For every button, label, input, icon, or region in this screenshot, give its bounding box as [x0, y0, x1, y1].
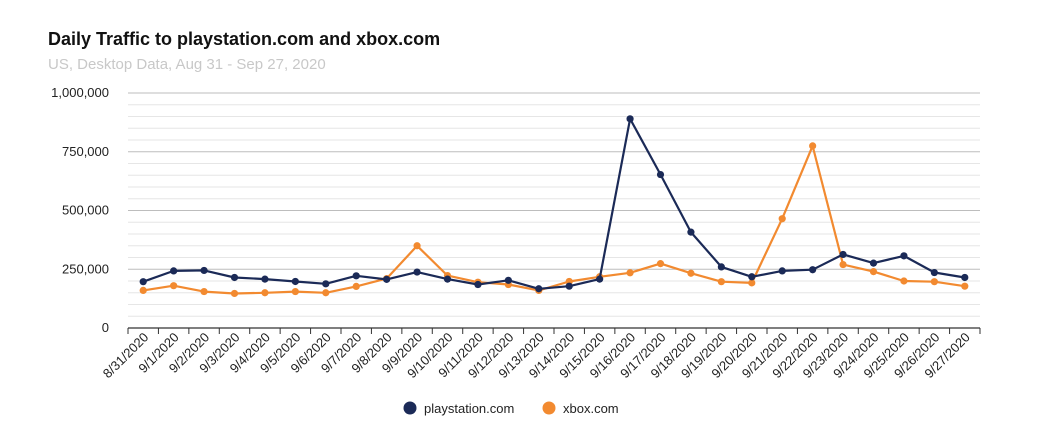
data-point-playstation-com — [687, 228, 695, 236]
data-point-playstation-com — [900, 252, 908, 260]
series-playstation-com — [139, 115, 969, 293]
data-point-playstation-com — [565, 282, 573, 290]
data-point-playstation-com — [748, 273, 756, 281]
series-line-xbox-com — [143, 144, 965, 295]
data-point-playstation-com — [170, 267, 178, 275]
chart-title: Daily Traffic to playstation.com and xbo… — [48, 29, 441, 49]
data-point-xbox-com — [322, 289, 330, 297]
data-point-xbox-com — [778, 215, 786, 223]
legend: playstation.com xbox.com — [403, 401, 619, 416]
legend-marker-xbox-com — [542, 401, 556, 415]
data-point-playstation-com — [383, 275, 391, 283]
data-point-playstation-com — [443, 275, 452, 283]
data-point-playstation-com — [778, 267, 786, 275]
data-point-xbox-com — [626, 269, 634, 277]
data-point-xbox-com — [839, 260, 847, 269]
data-point-playstation-com — [230, 273, 239, 282]
data-point-playstation-com — [413, 268, 421, 276]
data-point-xbox-com — [413, 242, 421, 250]
data-point-playstation-com — [139, 278, 147, 286]
data-point-playstation-com — [656, 170, 665, 179]
data-point-xbox-com — [717, 278, 725, 286]
data-point-xbox-com — [352, 282, 360, 291]
data-point-xbox-com — [261, 289, 269, 297]
series-xbox-com — [139, 142, 969, 298]
data-point-xbox-com — [139, 286, 147, 294]
data-point-playstation-com — [291, 277, 299, 286]
data-point-playstation-com — [352, 272, 360, 280]
data-point-playstation-com — [930, 268, 938, 277]
data-point-playstation-com — [261, 275, 269, 283]
y-tick-label: 1,000,000 — [51, 85, 109, 100]
data-point-playstation-com — [869, 259, 878, 267]
data-point-playstation-com — [322, 280, 330, 288]
grid-lines — [128, 92, 980, 317]
data-point-xbox-com — [930, 278, 938, 286]
y-tick-label: 250,000 — [62, 261, 109, 276]
series-line-playstation-com — [142, 117, 965, 290]
data-point-xbox-com — [291, 287, 299, 296]
data-point-xbox-com — [869, 268, 878, 276]
data-point-xbox-com — [230, 289, 239, 298]
y-axis: 0 250,000 500,000 750,000 1,000,000 — [51, 85, 109, 335]
legend-label-xbox-com: xbox.com — [563, 401, 619, 416]
x-axis: 8/31/20209/1/20209/2/20209/3/20209/4/202… — [100, 327, 981, 381]
data-point-playstation-com — [961, 273, 969, 282]
data-point-xbox-com — [656, 260, 665, 268]
data-point-xbox-com — [809, 142, 817, 150]
data-point-playstation-com — [200, 266, 208, 275]
legend-label-playstation-com: playstation.com — [424, 401, 514, 416]
data-point-xbox-com — [748, 279, 756, 287]
y-tick-label: 500,000 — [62, 203, 109, 218]
legend-marker-playstation-com — [403, 401, 417, 415]
data-point-xbox-com — [961, 282, 969, 290]
data-point-playstation-com — [809, 266, 817, 274]
data-point-playstation-com — [504, 276, 512, 284]
data-point-playstation-com — [626, 115, 634, 123]
y-tick-label: 750,000 — [62, 144, 109, 159]
data-point-xbox-com — [687, 269, 695, 277]
series-layer — [139, 115, 969, 298]
data-point-playstation-com — [535, 285, 543, 293]
data-point-xbox-com — [900, 277, 908, 285]
y-tick-label: 0 — [102, 320, 109, 335]
chart-subtitle: US, Desktop Data, Aug 31 - Sep 27, 2020 — [48, 56, 326, 73]
data-point-playstation-com — [717, 263, 725, 271]
data-point-playstation-com — [596, 275, 604, 283]
data-point-playstation-com — [474, 280, 482, 289]
data-point-xbox-com — [200, 287, 208, 296]
data-point-xbox-com — [170, 282, 178, 290]
data-point-playstation-com — [839, 250, 847, 259]
